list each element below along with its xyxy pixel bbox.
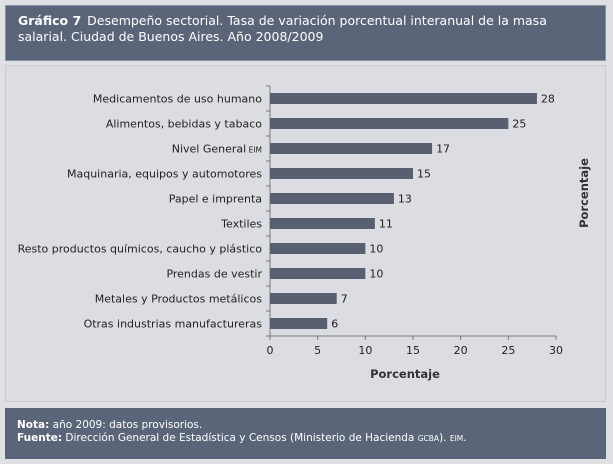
category-label-1: Alimentos, bebidas y tabaco — [106, 118, 262, 131]
graph-number: Gráfico 7 — [18, 13, 82, 28]
value-label-3: 15 — [417, 168, 431, 181]
note-label: Nota: — [17, 419, 50, 431]
y-axis-title: Porcentaje — [577, 158, 591, 228]
bar-8 — [270, 293, 337, 304]
category-label-7: Prendas de vestir — [166, 268, 262, 281]
x-tick-label: 20 — [454, 344, 468, 357]
x-tick-label: 25 — [501, 344, 515, 357]
chart-title: Desempeño sectorial. Tasa de variación p… — [18, 13, 547, 44]
bar-6 — [270, 243, 366, 254]
x-axis-title: Porcentaje — [370, 367, 440, 381]
bar-5 — [270, 218, 375, 229]
source-label: Fuente: — [17, 432, 63, 444]
x-tick-label: 10 — [358, 344, 372, 357]
value-label-9: 6 — [331, 318, 338, 331]
category-label-3: Maquinaria, equipos y automotores — [67, 168, 262, 181]
bar-9 — [270, 318, 328, 329]
category-label-4: Papel e imprenta — [169, 193, 262, 206]
x-tick-label: 30 — [549, 344, 563, 357]
bar-4 — [270, 193, 394, 204]
x-tick-label: 5 — [314, 344, 321, 357]
value-label-2: 17 — [436, 143, 450, 156]
category-label-0: Medicamentos de uso humano — [93, 93, 262, 106]
x-tick-label: 0 — [267, 344, 274, 357]
value-label-1: 25 — [512, 118, 526, 131]
category-label-8: Metales y Productos metálicos — [95, 293, 263, 306]
bar-3 — [270, 168, 413, 179]
note-text: año 2009: datos provisorios. — [52, 419, 203, 431]
source-end: . — [463, 432, 467, 444]
bar-1 — [270, 118, 509, 129]
value-label-8: 7 — [341, 293, 348, 306]
source-gcba: GCBA — [417, 434, 440, 443]
source-line: Fuente: Dirección General de Estadística… — [17, 432, 594, 445]
value-label-5: 11 — [379, 218, 393, 231]
category-label-5: Textiles — [220, 218, 262, 231]
category-label-6: Resto productos químicos, caucho y plást… — [18, 243, 263, 256]
bar-0 — [270, 93, 537, 104]
source-text: Dirección General de Estadística y Censo… — [65, 432, 415, 444]
value-label-7: 10 — [369, 268, 383, 281]
source-mid: ). — [439, 432, 450, 444]
bar-chart: 28 Medicamentos de uso humano 25 Alimentos,… — [18, 85, 591, 381]
category-label-9: Otras industrias manufactureras — [84, 318, 263, 331]
chart-header: Gráfico 7 Desempeño sectorial. Tasa de va… — [5, 5, 606, 61]
x-tick-label: 15 — [406, 344, 420, 357]
bar-2 — [270, 143, 433, 154]
chart-footer: Nota: año 2009: datos provisorios. Fuent… — [5, 408, 606, 459]
category-label-2: Nivel General EIM — [172, 143, 262, 156]
note-line: Nota: año 2009: datos provisorios. — [17, 419, 594, 432]
value-label-4: 13 — [398, 193, 412, 206]
value-label-0: 28 — [541, 93, 555, 106]
bar-7 — [270, 268, 366, 279]
value-label-6: 10 — [369, 243, 383, 256]
source-eim: EIM — [449, 434, 464, 443]
category-suffix: EIM — [246, 146, 262, 155]
